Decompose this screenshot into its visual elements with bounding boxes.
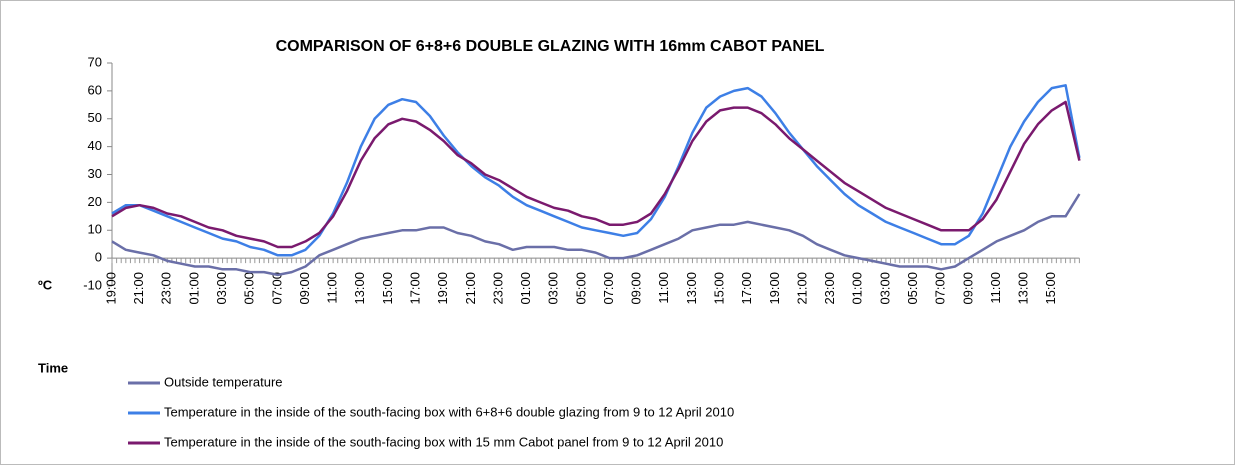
y-tick-label: 70 [88,54,102,69]
x-tick-label: 03:00 [546,272,561,305]
y-tick-label: 60 [88,82,102,97]
x-tick-label: 07:00 [933,272,948,305]
y-tick-label: 30 [88,166,102,181]
x-tick-label: 21:00 [794,272,809,305]
x-tick-label: 07:00 [601,272,616,305]
y-tick-label: 10 [88,222,102,237]
x-tick-label: 19:00 [435,272,450,305]
x-tick-label: 11:00 [988,272,1003,304]
y-tick-label: 40 [88,138,102,153]
x-tick-label: 07:00 [269,272,284,305]
x-axis-label: Time [38,360,68,375]
y-tick-label: 20 [88,194,102,209]
legend-label: Outside temperature [164,374,283,389]
x-tick-label: 01:00 [518,272,533,305]
x-tick-label: 15:00 [1043,272,1058,305]
x-tick-label: 17:00 [739,272,754,305]
x-tick-label: 01:00 [850,272,865,305]
x-tick-label: 13:00 [684,272,699,305]
x-tick-label: 11:00 [325,272,340,304]
x-tick-label: 23:00 [822,272,837,305]
x-tick-label: 11:00 [656,272,671,304]
legend-label: Temperature in the inside of the south-f… [164,434,723,449]
x-tick-label: 09:00 [297,272,312,305]
x-tick-label: 01:00 [186,272,201,305]
series-line [111,84,1081,257]
x-tick-label: 15:00 [712,272,727,305]
y-axis-label: ºC [38,277,53,292]
x-tick-label: 09:00 [629,272,644,305]
x-tick-label: 09:00 [960,272,975,305]
x-tick-label: 19:00 [767,272,782,305]
chart-title: COMPARISON OF 6+8+6 DOUBLE GLAZING WITH … [276,38,825,55]
x-tick-label: 13:00 [1016,272,1031,305]
x-tick-label: 21:00 [131,272,146,305]
x-tick-label: 13:00 [352,272,367,305]
x-tick-label: 23:00 [159,272,174,305]
x-tick-label: 03:00 [877,272,892,305]
series-line [111,193,1081,277]
x-tick-label: 21:00 [463,272,478,305]
x-tick-label: 05:00 [242,272,257,305]
x-tick-label: 05:00 [573,272,588,305]
x-tick-label: 23:00 [490,272,505,305]
x-tick-label: 15:00 [380,272,395,305]
x-tick-label: 03:00 [214,272,229,305]
y-tick-label: 50 [88,110,102,125]
x-tick-label: 17:00 [407,272,422,305]
series-line [111,100,1081,249]
legend-label: Temperature in the inside of the south-f… [164,404,734,419]
x-tick-label: 19:00 [103,272,118,305]
x-tick-label: 05:00 [905,272,920,305]
y-tick-label: 0 [95,250,102,265]
y-tick-label: -10 [83,277,102,292]
